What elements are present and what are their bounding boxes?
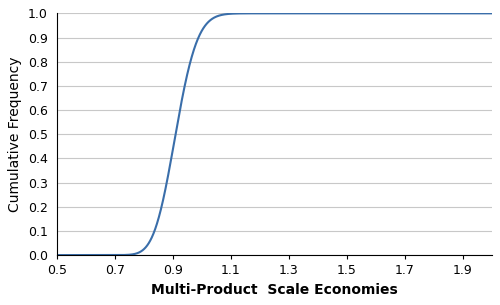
Y-axis label: Cumulative Frequency: Cumulative Frequency bbox=[8, 56, 22, 212]
X-axis label: Multi-Product  Scale Economies: Multi-Product Scale Economies bbox=[151, 283, 398, 297]
